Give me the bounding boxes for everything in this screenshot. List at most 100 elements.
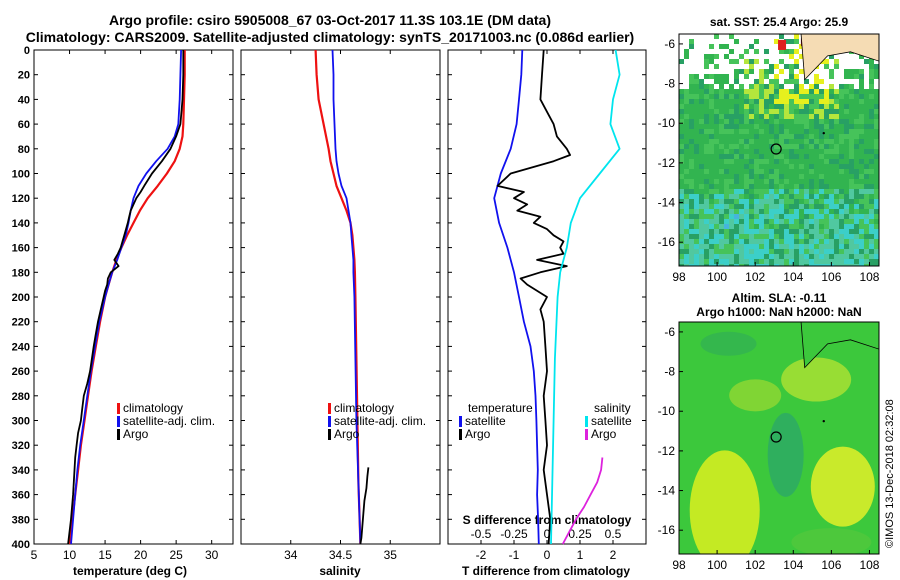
sst-cell — [754, 114, 759, 119]
sst-cell — [834, 224, 839, 229]
sst-cell — [819, 259, 824, 264]
sst-cell — [724, 244, 729, 249]
sst-cell — [734, 244, 739, 249]
sst-cell — [739, 129, 744, 134]
sst-cell — [684, 214, 689, 219]
sst-cell — [859, 239, 864, 244]
sst-cell — [749, 219, 754, 224]
sst-cell — [859, 204, 864, 209]
sst-cell — [694, 184, 699, 189]
sst-cell — [714, 169, 719, 174]
sst-cell — [724, 194, 729, 199]
sst-cell — [794, 134, 799, 139]
sst-cell — [804, 214, 809, 219]
sst-cell — [834, 234, 839, 239]
sst-cell — [699, 204, 704, 209]
sst-cell — [804, 124, 809, 129]
sst-cell — [814, 214, 819, 219]
sst-map-y-tick-label: -6 — [664, 37, 675, 51]
sst-cell — [709, 199, 714, 204]
sst-cell — [744, 239, 749, 244]
legend-diff-s-satellite-swatch — [585, 416, 588, 427]
sst-cell — [759, 74, 764, 79]
sst-cell — [864, 59, 869, 64]
sst-cell — [839, 254, 844, 259]
sst-cell — [859, 184, 864, 189]
sst-cell — [819, 254, 824, 259]
sst-cell — [824, 149, 829, 154]
depth-tick-label: 240 — [12, 341, 30, 353]
sst-cell — [709, 104, 714, 109]
sst-cell — [694, 194, 699, 199]
sst-cell — [859, 169, 864, 174]
s-difference-tick-label: -0.5 — [471, 527, 492, 541]
sst-cell — [779, 209, 784, 214]
sst-cell — [814, 99, 819, 104]
sst-cell — [834, 189, 839, 194]
sst-cell — [724, 254, 729, 259]
sst-cell — [764, 139, 769, 144]
sst-cell — [774, 114, 779, 119]
sst-cell — [799, 234, 804, 239]
sst-cell — [704, 219, 709, 224]
sst-cell — [679, 259, 684, 264]
sst-cell — [784, 214, 789, 219]
sst-cell — [704, 119, 709, 124]
sst-cell — [744, 259, 749, 264]
sst-cell — [799, 139, 804, 144]
sst-cell — [694, 114, 699, 119]
sst-cell — [704, 139, 709, 144]
sst-cell — [794, 189, 799, 194]
sst-cell — [874, 74, 879, 79]
sst-cell — [724, 129, 729, 134]
sst-cell — [679, 129, 684, 134]
sst-cell — [829, 234, 834, 239]
sst-cell — [794, 64, 799, 69]
sst-cell — [844, 94, 849, 99]
sst-cell — [769, 64, 774, 69]
sst-cell — [779, 204, 784, 209]
sst-cell — [814, 224, 819, 229]
legend-t-argo-label: Argo — [123, 427, 149, 441]
sst-cell — [684, 139, 689, 144]
sst-cell — [764, 259, 769, 264]
sst-map-x-tick-label: 106 — [821, 270, 841, 284]
sst-cell — [769, 239, 774, 244]
sst-cell — [829, 119, 834, 124]
sst-cell — [844, 259, 849, 264]
sst-cell — [814, 244, 819, 249]
sst-cell — [834, 214, 839, 219]
sst-cell — [764, 89, 769, 94]
sst-cell — [689, 114, 694, 119]
sst-cell — [809, 144, 814, 149]
sst-cell — [719, 234, 724, 239]
sst-cell — [794, 74, 799, 79]
sst-cell — [694, 239, 699, 244]
sst-cell — [744, 49, 749, 54]
depth-tick-label: 300 — [12, 416, 30, 428]
sst-cell — [799, 124, 804, 129]
sst-cell — [754, 134, 759, 139]
sst-cell — [704, 189, 709, 194]
sst-cell — [799, 99, 804, 104]
sst-cell — [729, 34, 734, 39]
sst-cell — [734, 39, 739, 44]
sst-cell — [764, 99, 769, 104]
sst-cell — [704, 64, 709, 69]
sst-cell — [689, 89, 694, 94]
sst-cell — [764, 229, 769, 234]
sst-cell — [774, 79, 779, 84]
depth-tick-label: 220 — [12, 317, 30, 329]
sst-cell — [799, 109, 804, 114]
sst-cell — [779, 224, 784, 229]
sst-cell — [839, 249, 844, 254]
sst-cell — [779, 149, 784, 154]
sst-cell — [714, 209, 719, 214]
sst-cell — [819, 89, 824, 94]
sst-cell — [769, 119, 774, 124]
sla-map-y-tick-label: -10 — [658, 404, 676, 418]
sst-cell — [729, 239, 734, 244]
sst-cell — [694, 139, 699, 144]
sst-cell — [744, 99, 749, 104]
